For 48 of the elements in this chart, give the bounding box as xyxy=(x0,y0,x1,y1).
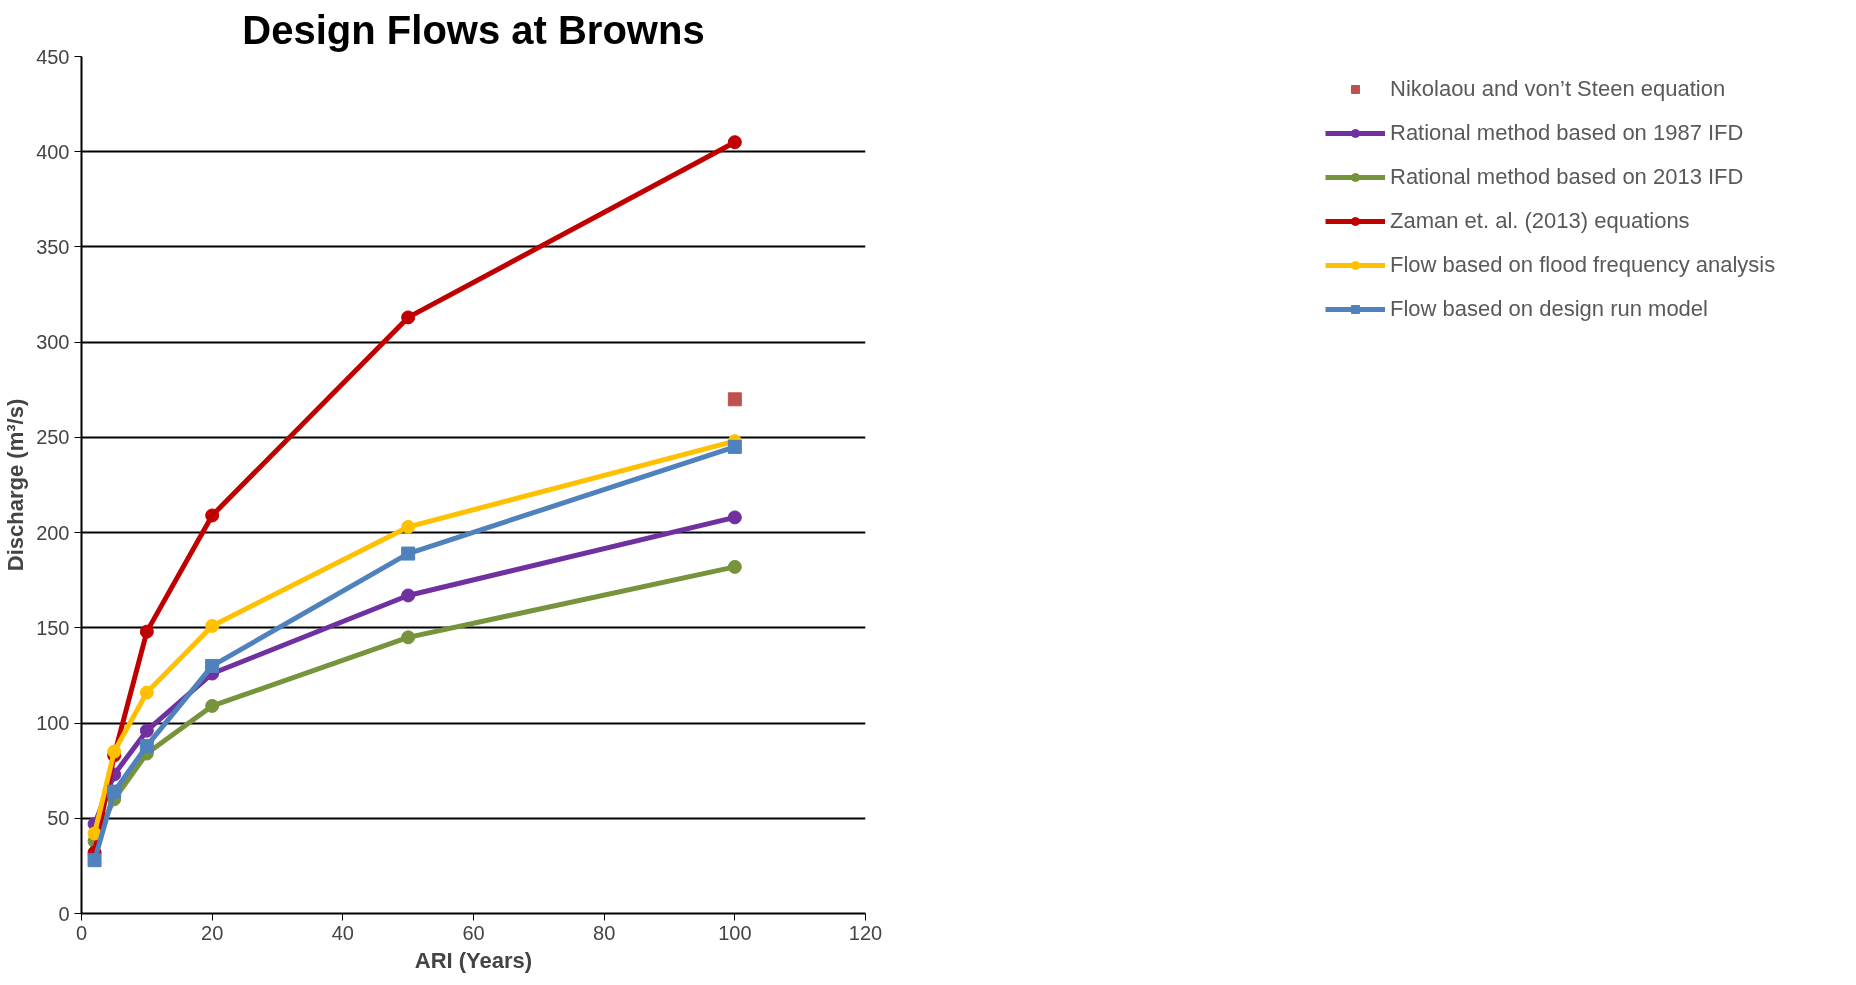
point xyxy=(727,392,742,407)
y-tick-label: 250 xyxy=(36,426,70,449)
x-tick-label: 80 xyxy=(593,921,616,944)
point xyxy=(139,685,154,700)
point xyxy=(401,310,416,325)
x-tick-label: 60 xyxy=(462,921,485,944)
y-tick-label: 350 xyxy=(36,235,70,258)
point xyxy=(87,826,102,841)
point xyxy=(107,784,122,799)
y-tick-label: 450 xyxy=(36,45,70,68)
y-tick-label: 50 xyxy=(47,807,70,830)
point xyxy=(139,723,154,738)
point xyxy=(205,618,220,633)
y-tick-label: 100 xyxy=(36,712,70,735)
x-tick-label: 0 xyxy=(75,921,88,944)
x-tick-label: 120 xyxy=(848,921,883,944)
point xyxy=(107,744,122,759)
legend-label: Rational method based on 2013 IFD xyxy=(1390,164,1745,190)
legend-label: Flow based on flood frequency analysis xyxy=(1390,252,1777,278)
y-tick-label: 150 xyxy=(36,616,70,639)
point xyxy=(139,624,154,639)
point xyxy=(401,519,416,534)
legend-label: Nikolaou and von’t Steen equation xyxy=(1390,76,1727,102)
point xyxy=(401,630,416,645)
point xyxy=(205,658,220,673)
point xyxy=(205,698,220,713)
point xyxy=(87,853,102,868)
point xyxy=(401,546,416,561)
legend-label: Rational method based on 1987 IFD xyxy=(1390,120,1745,146)
point xyxy=(727,135,742,150)
point xyxy=(401,588,416,603)
point xyxy=(727,510,742,525)
legend-label: Zaman et. al. (2013) equations xyxy=(1390,208,1691,234)
point xyxy=(205,508,220,523)
chart-title: Design Flows at Browns xyxy=(242,7,705,52)
y-tick-label: 200 xyxy=(36,521,70,544)
point xyxy=(139,738,154,753)
point xyxy=(727,559,742,574)
x-tick-label: 20 xyxy=(201,921,224,944)
y-axis-title: Discharge (m³/s) xyxy=(3,398,29,572)
legend-label: Flow based on design run model xyxy=(1390,296,1709,322)
x-tick-label: 100 xyxy=(718,921,752,944)
point xyxy=(727,439,742,454)
y-tick-label: 0 xyxy=(58,902,70,925)
y-tick-label: 300 xyxy=(36,331,70,354)
x-axis-title: ARI (Years) xyxy=(414,947,533,973)
y-tick-label: 400 xyxy=(36,140,70,163)
x-tick-label: 40 xyxy=(331,921,354,944)
